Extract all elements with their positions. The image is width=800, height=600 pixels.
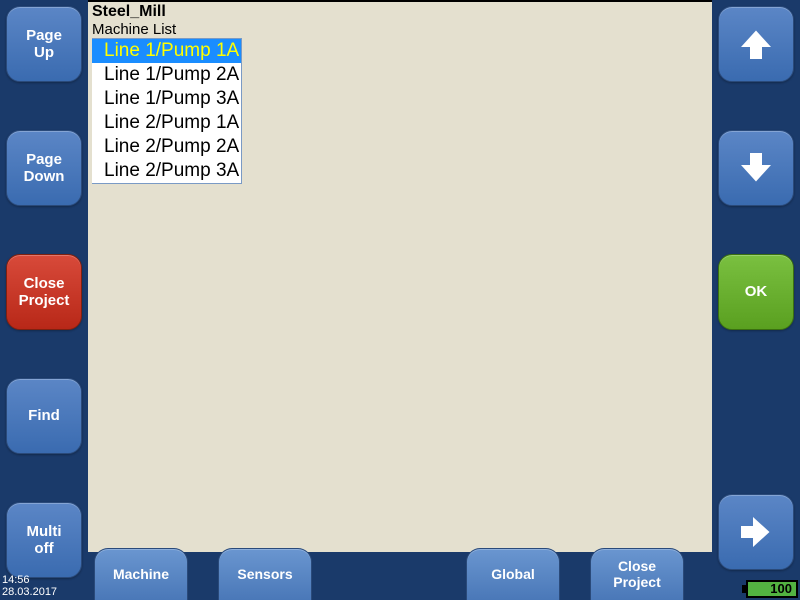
main-panel: Steel_Mill Machine List Line 1/Pump 1ALi… <box>88 0 712 552</box>
ok-label: OK <box>745 283 768 300</box>
close-project-bottom-label: CloseProject <box>613 559 660 590</box>
multi-off-button[interactable]: Multioff <box>6 502 82 578</box>
page-up-label: PageUp <box>26 27 62 62</box>
machine-list: Line 1/Pump 1ALine 1/Pump 2ALine 1/Pump … <box>92 38 242 184</box>
arrow-up-icon <box>738 26 774 62</box>
arrow-up-button[interactable] <box>718 6 794 82</box>
status-date: 28.03.2017 <box>2 586 57 598</box>
machine-label: Machine <box>113 567 169 582</box>
global-label: Global <box>491 567 535 582</box>
status-time: 14:56 <box>2 574 57 586</box>
close-project-left-label: CloseProject <box>19 275 70 310</box>
find-label: Find <box>28 407 60 424</box>
arrow-right-button[interactable] <box>718 494 794 570</box>
global-button[interactable]: Global <box>466 548 560 600</box>
sensors-label: Sensors <box>237 567 292 582</box>
close-project-bottom-button[interactable]: CloseProject <box>590 548 684 600</box>
page-down-label: PageDown <box>24 151 65 186</box>
sensors-button[interactable]: Sensors <box>218 548 312 600</box>
battery-value: 100 <box>770 581 792 596</box>
list-item[interactable]: Line 1/Pump 1A <box>92 39 241 63</box>
list-title: Machine List <box>88 21 712 38</box>
find-button[interactable]: Find <box>6 378 82 454</box>
arrow-down-icon <box>738 150 774 186</box>
right-button-panel: OK <box>712 0 800 600</box>
bottom-button-bar: Machine Sensors Global CloseProject <box>88 552 712 600</box>
left-button-panel: PageUp PageDown CloseProject Find Multio… <box>0 0 88 600</box>
page-down-button[interactable]: PageDown <box>6 130 82 206</box>
list-item[interactable]: Line 2/Pump 1A <box>92 111 241 135</box>
ok-button[interactable]: OK <box>718 254 794 330</box>
page-up-button[interactable]: PageUp <box>6 6 82 82</box>
arrow-right-icon <box>738 514 774 550</box>
list-item[interactable]: Line 2/Pump 3A <box>92 159 241 183</box>
battery-indicator: 100 <box>746 580 798 598</box>
list-item[interactable]: Line 1/Pump 3A <box>92 87 241 111</box>
status-clock: 14:56 28.03.2017 <box>2 574 57 598</box>
multi-off-label: Multioff <box>27 523 62 558</box>
list-item[interactable]: Line 2/Pump 2A <box>92 135 241 159</box>
arrow-down-button[interactable] <box>718 130 794 206</box>
list-item[interactable]: Line 1/Pump 2A <box>92 63 241 87</box>
project-title: Steel_Mill <box>88 2 712 21</box>
machine-button[interactable]: Machine <box>94 548 188 600</box>
close-project-left-button[interactable]: CloseProject <box>6 254 82 330</box>
